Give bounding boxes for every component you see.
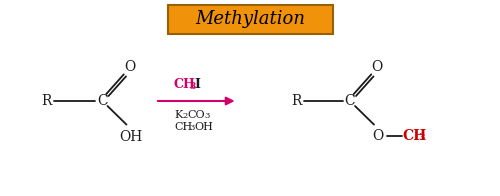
Text: CH: CH bbox=[402, 129, 426, 143]
Text: C: C bbox=[344, 94, 356, 108]
Text: 3: 3 bbox=[189, 124, 194, 132]
Text: C: C bbox=[97, 94, 108, 108]
Text: CH: CH bbox=[174, 122, 192, 132]
Text: R: R bbox=[41, 94, 51, 108]
Text: O: O bbox=[372, 60, 382, 74]
Text: 3: 3 bbox=[204, 113, 210, 121]
Text: OH: OH bbox=[194, 122, 213, 132]
Text: Methylation: Methylation bbox=[195, 10, 305, 28]
Text: O: O bbox=[124, 60, 135, 74]
Text: 3: 3 bbox=[418, 133, 425, 142]
Text: O: O bbox=[372, 129, 384, 143]
FancyBboxPatch shape bbox=[168, 5, 332, 34]
Text: CO: CO bbox=[188, 110, 205, 120]
Text: R: R bbox=[291, 94, 301, 108]
Text: 2: 2 bbox=[182, 113, 187, 121]
Text: OH: OH bbox=[119, 130, 142, 144]
Text: CH: CH bbox=[174, 79, 196, 92]
Text: 3: 3 bbox=[189, 82, 196, 91]
Text: I: I bbox=[194, 79, 200, 92]
Text: K: K bbox=[174, 110, 182, 120]
